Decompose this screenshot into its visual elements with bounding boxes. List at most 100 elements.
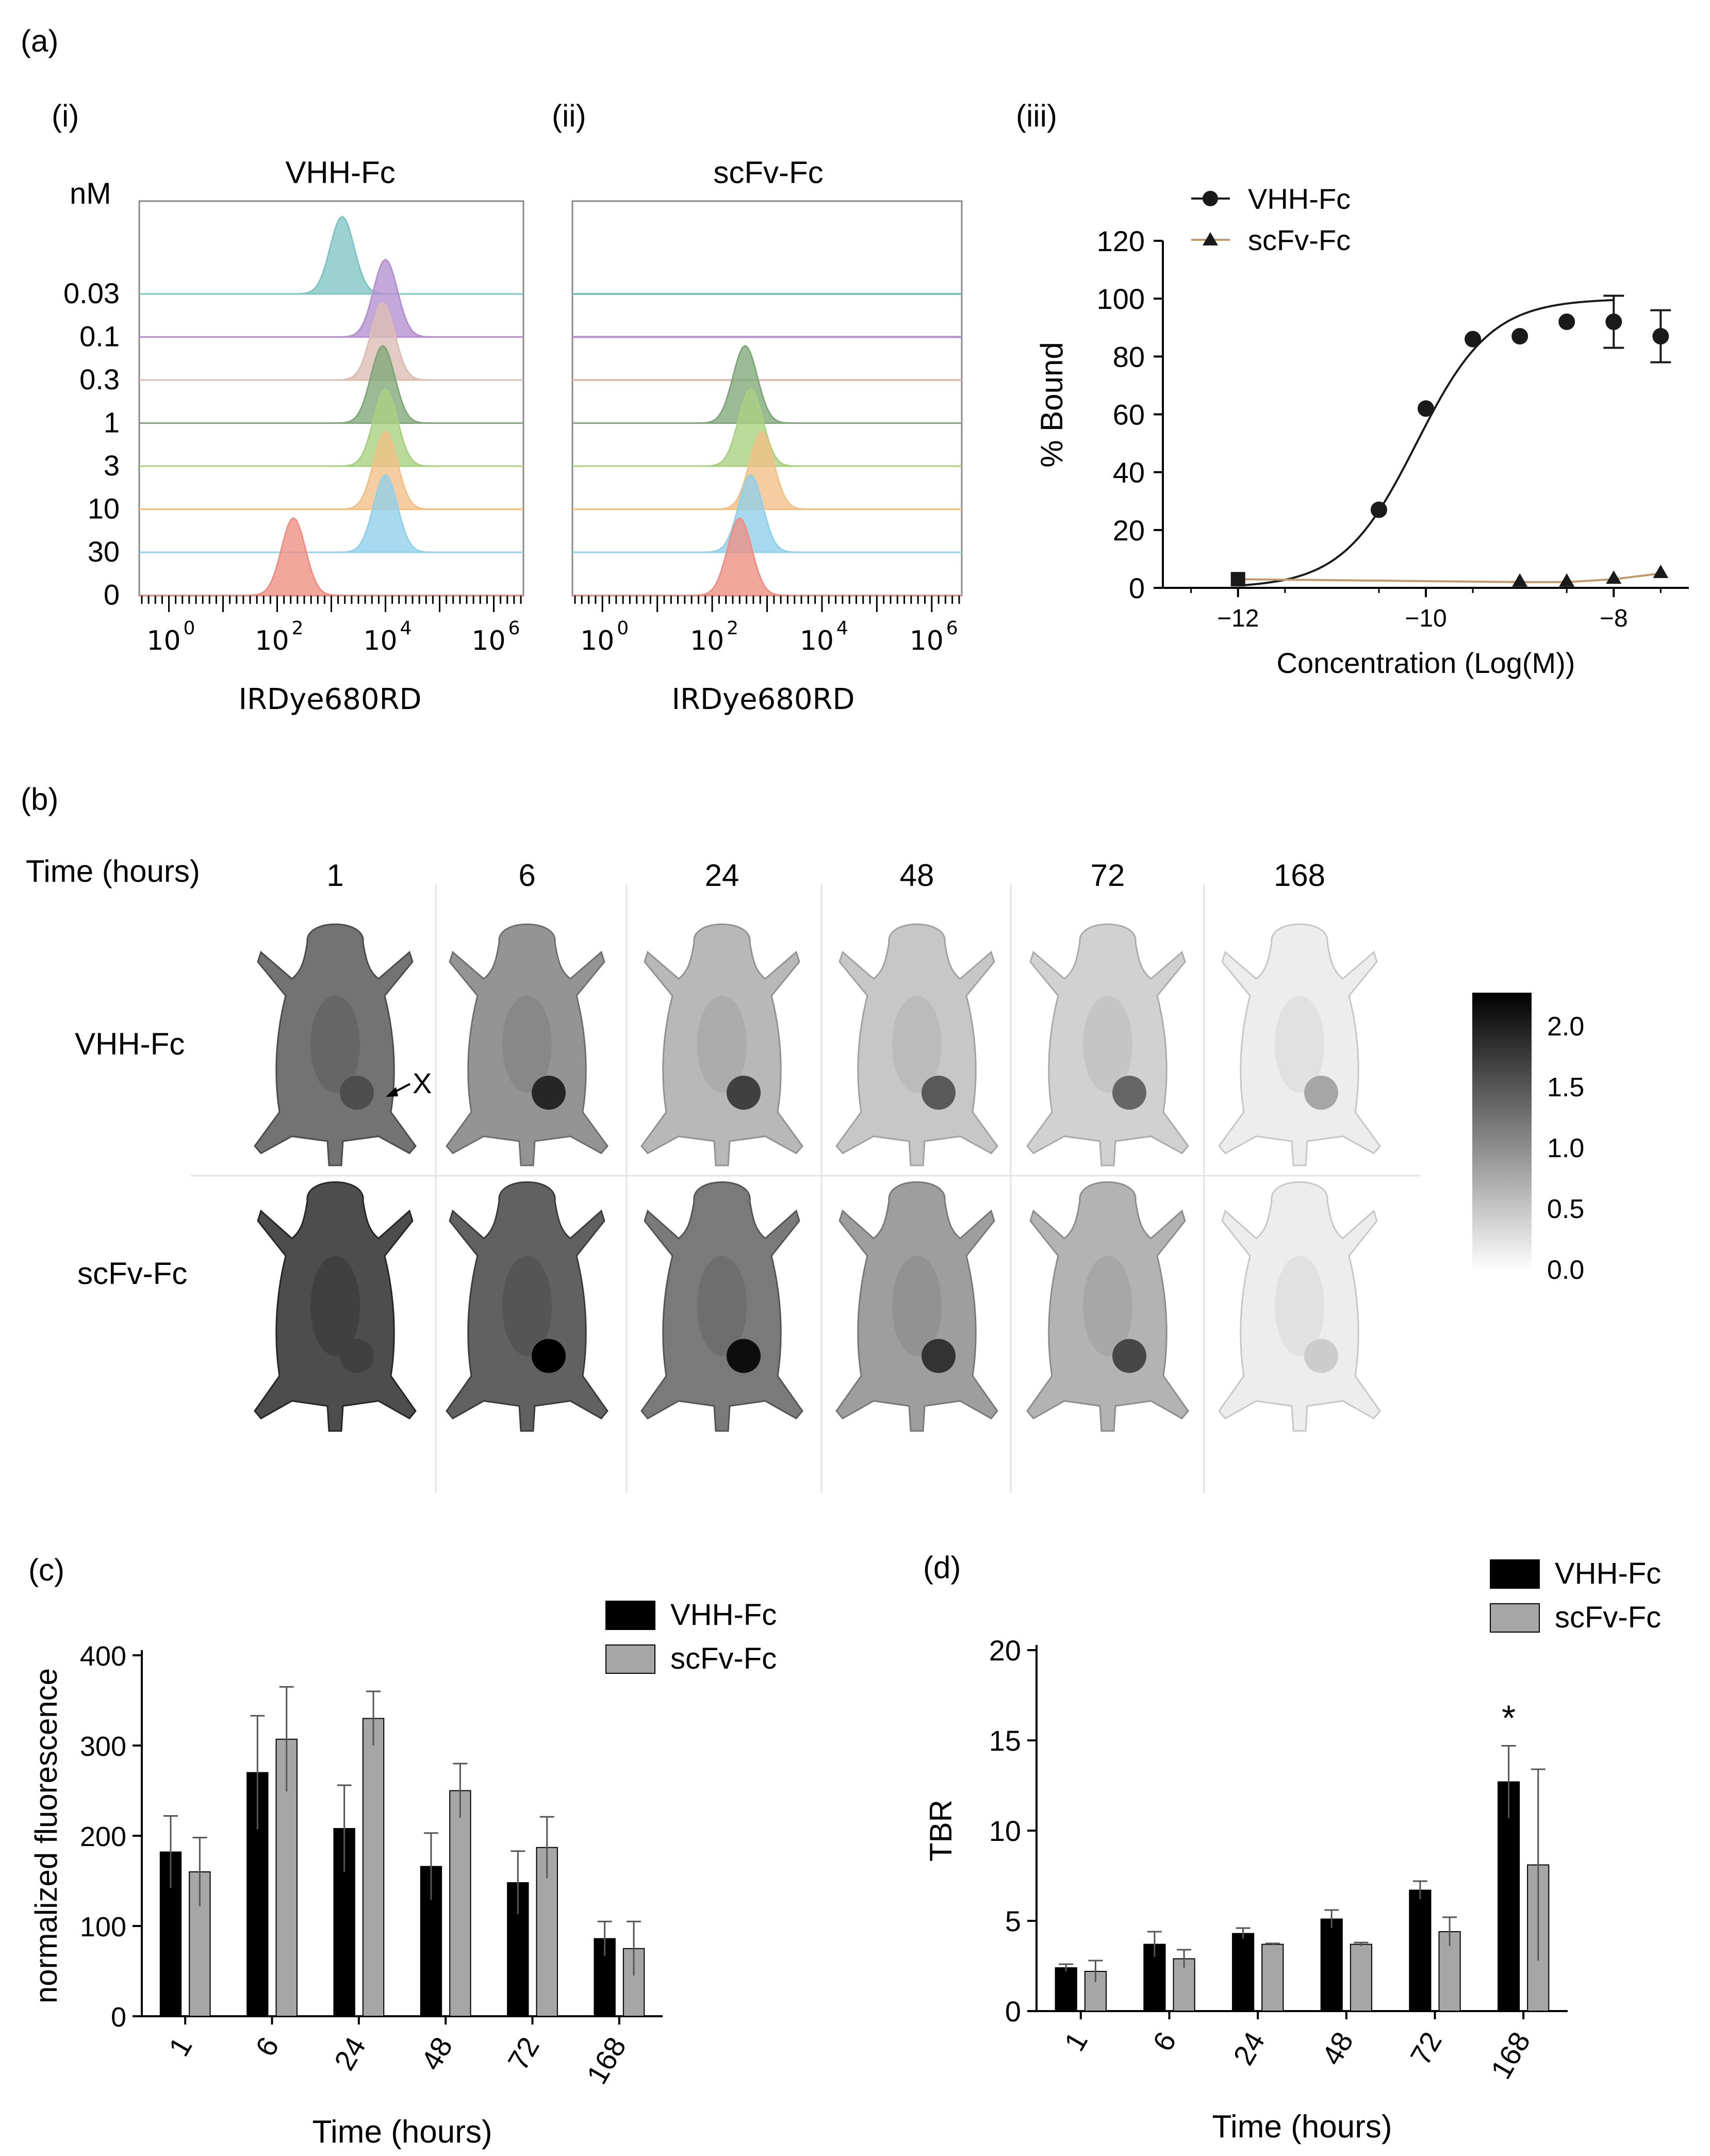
bar-scfv <box>449 1790 471 2017</box>
histogram-curve <box>572 474 962 553</box>
histogram-curve <box>139 431 523 510</box>
time-header: Time (hours) <box>26 854 200 888</box>
x-tick-label: 72 <box>1404 2027 1448 2070</box>
y-tick-label: 60 <box>1113 399 1145 431</box>
bar-chart-fluorescence: 0 100 200 300 400 1 6 24 48 72 168 Time (hours) norm… <box>29 1598 777 2150</box>
tumor-spot <box>1112 1076 1146 1110</box>
imaging-row-label-scfv: scFv-Fc <box>77 1256 187 1291</box>
concentration-label: 3 <box>104 449 120 482</box>
histogram-curve <box>139 344 523 424</box>
time-label: 48 <box>900 858 934 893</box>
tumor-spot <box>1112 1339 1146 1373</box>
x-tick-label: 72 <box>501 2032 546 2076</box>
histogram-axis-vhh: 10 0 10 2 10 4 10 6 <box>141 596 522 656</box>
y-tick-label: 200 <box>80 1821 126 1852</box>
mouse-body-shading <box>310 996 360 1093</box>
data-point-scfv <box>1653 564 1669 578</box>
x-tick-label: 10 <box>255 626 289 656</box>
legend-marker-scfv <box>1203 232 1218 245</box>
mouse-body-shading <box>1083 1256 1132 1356</box>
bar-scfv <box>1350 1944 1373 2012</box>
x-tick-label: 168 <box>1484 2027 1536 2084</box>
x-tick-exponent: 2 <box>292 618 304 639</box>
mouse-body-shading <box>1275 1256 1324 1356</box>
bar-vhh <box>1409 1889 1432 2012</box>
legend-label-scfv: scFv-Fc <box>670 1642 777 1675</box>
mouse-body-shading <box>1275 996 1324 1093</box>
legend-swatch-vhh <box>605 1601 655 1630</box>
y-tick-label: 100 <box>80 1912 126 1943</box>
mouse-body-shading <box>892 1256 942 1356</box>
x-tick-exponent: 0 <box>184 618 195 639</box>
panel-label-a-iii: (iii) <box>1016 98 1057 133</box>
mouse-body-shading <box>310 1256 360 1356</box>
y-tick-label: 10 <box>989 1815 1021 1847</box>
time-label: 6 <box>518 858 535 893</box>
bar-vhh <box>1055 1967 1077 2012</box>
x-tick-label: 48 <box>415 2032 459 2076</box>
bar-vhh <box>420 1866 442 2017</box>
concentration-label: 30 <box>88 535 120 568</box>
imaging-grid: 1 6 24 48 72 168 X <box>191 858 1421 1493</box>
data-point-vhh <box>1558 314 1575 331</box>
tumor-spot <box>532 1076 566 1110</box>
tumor-spot <box>727 1076 761 1110</box>
y-axis-label: normalized fluorescence <box>29 1668 63 2003</box>
histogram-curve <box>139 474 523 553</box>
x-tick-label: 10 <box>580 626 614 656</box>
bar-scfv <box>1261 1944 1284 2012</box>
concentration-labels: 0.03 0.1 0.3 1 3 10 30 0 <box>63 277 120 611</box>
panel-label-d: (d) <box>923 1550 961 1585</box>
y-tick-label: 120 <box>1097 225 1145 257</box>
x-tick-label: 6 <box>1146 2027 1182 2056</box>
x-tick-label: 24 <box>328 2032 372 2076</box>
y-tick-label: 0 <box>1129 572 1145 604</box>
tumor-spot <box>1304 1339 1338 1373</box>
x-tick-exponent: 6 <box>946 618 958 639</box>
bar-vhh <box>1320 1918 1343 2012</box>
x-tick-exponent: 4 <box>400 618 412 639</box>
y-tick-label: 5 <box>1005 1905 1021 1937</box>
y-axis-label: TBR <box>924 1800 958 1862</box>
data-point-scfv <box>1559 573 1575 587</box>
time-label: 24 <box>705 858 739 893</box>
colorbar-ticks: 2.0 1.5 1.0 0.5 0.0 <box>1547 1012 1584 1285</box>
histogram-title-scfv: scFv-Fc <box>713 155 823 190</box>
colorbar-tick-label: 0.5 <box>1547 1194 1584 1224</box>
bar-vhh <box>1497 1781 1520 2012</box>
y-tick-label: 15 <box>989 1724 1021 1757</box>
x-tick-label: 10 <box>363 626 397 656</box>
bar-chart-tbr: 0 5 10 15 20 1 6 24 48 72 168 Time (hours) TBR VHH-Fc… <box>924 1557 1661 2145</box>
concentration-label: 1 <box>104 406 120 439</box>
colorbar-tick-label: 1.5 <box>1547 1073 1584 1102</box>
mouse-body-shading <box>892 996 942 1093</box>
tumor-spot <box>922 1339 956 1373</box>
mouse-body-shading <box>697 1256 747 1356</box>
mouse-body-shading <box>1083 996 1132 1093</box>
histogram-curve <box>139 258 523 338</box>
concentration-label: 0.1 <box>79 320 120 353</box>
x-axis-label: Time (hours) <box>1212 2109 1392 2145</box>
imaging-row-label-vhh: VHH-Fc <box>75 1027 185 1061</box>
binding-legend: VHH-Fc scFv-Fc <box>1191 183 1351 256</box>
histogram-curves-scfv <box>572 293 962 596</box>
colorbar-tick-label: 2.0 <box>1547 1012 1584 1042</box>
tumor-arrowhead <box>386 1087 398 1097</box>
x-axis-label: Time (hours) <box>312 2114 492 2150</box>
y-tick-label: 100 <box>1097 283 1145 315</box>
legend-swatch-scfv <box>1490 1603 1540 1633</box>
fit-curve-vhh <box>1238 299 1614 587</box>
histogram-curve <box>572 517 962 596</box>
x-tick-label: 6 <box>249 2032 285 2062</box>
y-tick-label: 0 <box>1005 1995 1021 2028</box>
colorbar-tick-label: 1.0 <box>1547 1133 1584 1163</box>
data-point-vhh <box>1511 328 1528 345</box>
x-tick-label: 48 <box>1316 2027 1360 2070</box>
colorbar: 2.0 1.5 1.0 0.5 0.0 <box>1472 993 1584 1285</box>
legend-swatch-vhh <box>1490 1559 1540 1589</box>
significance-asterisk: * <box>1502 1698 1516 1738</box>
concentration-label: 10 <box>88 492 120 525</box>
data-point-scfv <box>1512 573 1528 587</box>
mouse-body-shading <box>502 996 552 1093</box>
data-point-scfv <box>1606 570 1622 584</box>
